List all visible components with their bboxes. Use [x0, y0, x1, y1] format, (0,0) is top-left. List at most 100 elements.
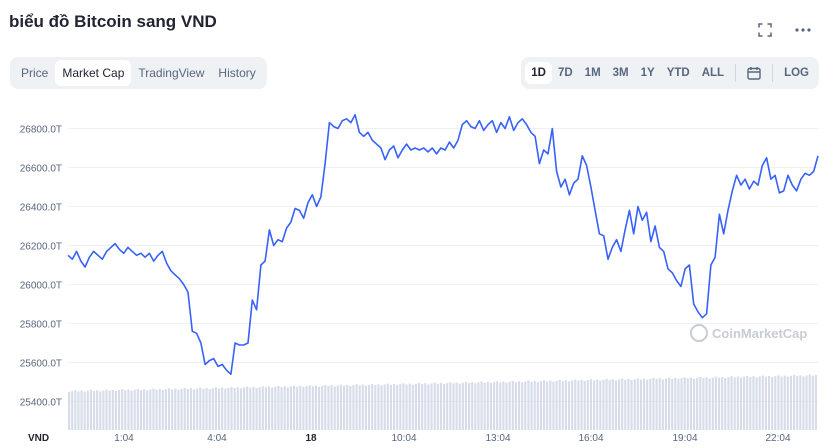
volume-bar: [221, 387, 224, 430]
volume-bar: [349, 386, 352, 430]
range-7d[interactable]: 7D: [557, 67, 573, 79]
volume-bar: [468, 383, 471, 430]
volume-bar: [174, 388, 177, 430]
volume-bar: [602, 379, 605, 430]
range-all[interactable]: ALL: [701, 67, 725, 79]
volume-bar: [196, 388, 199, 430]
calendar-icon[interactable]: [741, 62, 767, 84]
expand-icon[interactable]: [757, 22, 773, 38]
volume-bar: [580, 379, 583, 430]
volume-bar: [427, 384, 430, 430]
volume-bar: [443, 384, 446, 430]
volume-bar: [814, 374, 817, 430]
volume-bar: [783, 375, 786, 430]
volume-bar: [661, 379, 664, 430]
volume-bar: [639, 379, 642, 430]
volume-bar: [777, 375, 780, 430]
volume-bar: [399, 384, 402, 430]
volume-bar: [486, 381, 489, 430]
watermark-text: CoinMarketCap: [712, 326, 807, 341]
x-tick-label: 13:04: [485, 433, 510, 444]
x-tick-label: 22:04: [765, 433, 790, 444]
volume-bar: [114, 391, 117, 430]
volume-bar: [152, 388, 155, 430]
volume-bar: [314, 385, 317, 430]
volume-bar: [258, 387, 261, 430]
volume-bar: [483, 382, 486, 430]
tab-tradingview[interactable]: TradingView: [138, 66, 205, 80]
volume-bar: [589, 379, 592, 430]
volume-bar: [121, 389, 124, 430]
volume-bar: [680, 378, 683, 430]
volume-bar: [274, 386, 277, 430]
volume-bar: [411, 384, 414, 430]
volume-bar: [143, 389, 146, 430]
more-icon[interactable]: [795, 22, 811, 38]
volume-bar: [93, 391, 96, 430]
log-toggle[interactable]: LOG: [784, 67, 809, 79]
volume-bar: [521, 382, 524, 430]
y-tick-label: 25800.0T: [20, 320, 62, 331]
volume-bar: [780, 376, 783, 430]
volume-bar: [311, 386, 314, 430]
market-cap-chart[interactable]: 26800.0T 26600.0T 26400.0T 26200.0T 26000.0T…: [0, 100, 829, 448]
market-cap-line: [67, 114, 819, 375]
volume-bar: [158, 388, 161, 430]
tab-price[interactable]: Price: [21, 66, 49, 80]
volume-bar: [702, 378, 705, 430]
chart-tabs: Price Market Cap TradingView History: [10, 57, 267, 89]
volume-bar: [633, 379, 636, 430]
volume-bar: [105, 389, 108, 430]
volume-bar: [249, 387, 252, 430]
tab-market-cap[interactable]: Market Cap: [55, 60, 132, 86]
volume-bar: [774, 376, 777, 430]
range-ytd[interactable]: YTD: [666, 67, 690, 79]
volume-bar: [402, 383, 405, 430]
volume-bar: [474, 383, 477, 430]
volume-bar: [327, 386, 330, 430]
volume-bar: [396, 385, 399, 430]
volume-bar: [721, 376, 724, 430]
volume-bar: [252, 386, 255, 430]
volume-bar: [636, 378, 639, 430]
volume-bar: [646, 379, 649, 430]
volume-bar: [668, 377, 671, 430]
volume-bar: [749, 377, 752, 430]
volume-bar: [202, 388, 205, 430]
volume-bar: [480, 381, 483, 430]
volume-bar: [693, 378, 696, 430]
volume-bar: [811, 375, 814, 430]
x-tick-label: 4:04: [207, 433, 227, 444]
range-1y[interactable]: 1Y: [640, 67, 655, 79]
volume-bar: [696, 377, 699, 430]
volume-bar: [127, 389, 130, 430]
volume-bar: [786, 376, 789, 430]
volume-bar: [164, 389, 167, 430]
y-tick-label: 25400.0T: [20, 398, 62, 409]
range-1m[interactable]: 1M: [584, 67, 601, 79]
top-actions: [757, 22, 811, 38]
volume-bar: [555, 380, 558, 430]
volume-bar: [289, 386, 292, 430]
y-axis: 26800.0T 26600.0T 26400.0T 26200.0T 26000.0T…: [20, 125, 62, 409]
range-3m[interactable]: 3M: [612, 67, 629, 79]
volume-bar: [477, 382, 480, 430]
volume-bar: [539, 381, 542, 430]
volume-bar: [568, 381, 571, 430]
tab-history[interactable]: History: [218, 66, 256, 80]
volume-bar: [752, 376, 755, 430]
volume-bar: [571, 380, 574, 430]
volume-bar: [455, 382, 458, 430]
volume-bar: [255, 388, 258, 430]
x-tick-label: 16:04: [578, 433, 603, 444]
volume-bar: [674, 377, 677, 430]
range-1d[interactable]: 1D: [525, 62, 552, 84]
volume-bar: [530, 381, 533, 430]
volume-bar: [321, 385, 324, 430]
volume-bar: [233, 388, 236, 430]
volume-bar: [699, 376, 702, 430]
volume-bar: [561, 381, 564, 430]
volume-bar: [283, 386, 286, 430]
volume-bar: [449, 382, 452, 430]
volume-bar: [689, 377, 692, 430]
